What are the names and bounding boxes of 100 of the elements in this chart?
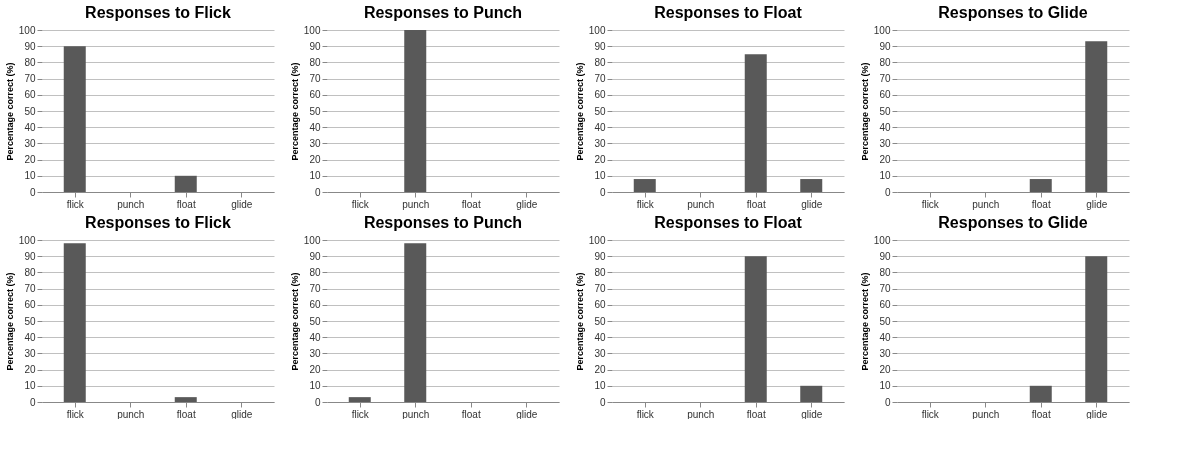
y-tick-label: 40 [309,121,321,133]
y-tick-label: 0 [884,396,891,408]
y-tick-label: 80 [24,266,36,278]
y-tick-label: 100 [873,234,891,246]
y-tick-label: 90 [309,40,321,52]
y-tick-label: 10 [879,380,891,392]
y-tick-label: 10 [879,170,891,182]
y-tick-label: 40 [309,331,321,343]
chart-title: Responses to Flick [85,4,232,21]
y-tick-label: 90 [594,250,606,262]
y-tick-label: 50 [24,315,36,327]
x-tick-label: punch [972,408,1000,420]
y-tick-label: 70 [24,283,36,295]
chart-title: Responses to Float [654,4,803,21]
x-tick-label: glide [801,408,823,420]
x-tick-label: float [1031,198,1051,210]
y-tick-label: 100 [873,24,891,36]
x-tick-label: flick [921,198,940,210]
y-tick-label: 100 [303,24,321,36]
y-tick-label: 0 [29,396,36,408]
y-tick-label: 50 [24,105,36,117]
y-tick-label: 60 [309,89,321,101]
x-tick-label: flick [351,198,370,210]
y-tick-label: 30 [24,347,36,359]
y-tick-label: 50 [879,315,891,327]
y-tick-label: 50 [309,315,321,327]
x-tick-label: punch [402,198,430,210]
chart-title: Responses to Flick [85,214,232,231]
x-tick-label: float [461,408,481,420]
x-tick-label: glide [516,198,538,210]
y-tick-label: 0 [599,396,606,408]
x-tick-label: float [176,198,196,210]
x-tick-label: glide [231,408,253,420]
y-tick-label: 20 [24,364,36,376]
y-tick-label: 60 [594,299,606,311]
chart-title: Responses to Glide [938,214,1088,231]
y-tick-label: 70 [879,73,891,85]
y-tick-label: 60 [24,299,36,311]
y-tick-label: 10 [309,170,321,182]
y-tick-label: 100 [18,24,36,36]
y-tick-label: 20 [594,154,606,166]
y-tick-label: 30 [594,137,606,149]
y-tick-label: 50 [594,105,606,117]
y-tick-label: 70 [879,283,891,295]
x-tick-label: flick [66,408,85,420]
x-tick-label: float [746,198,766,210]
y-axis-title: Percentage correct (%) [289,62,300,161]
y-tick-label: 40 [24,331,36,343]
x-tick-label: punch [687,408,715,420]
x-tick-label: glide [1086,198,1108,210]
y-tick-label: 100 [588,234,606,246]
y-tick-label: 100 [18,234,36,246]
chart-title: Responses to Punch [363,214,523,231]
y-tick-label: 10 [24,380,36,392]
y-tick-label: 20 [309,154,321,166]
y-tick-label: 80 [594,266,606,278]
y-tick-label: 80 [24,56,36,68]
x-tick-label: float [176,408,196,420]
y-tick-label: 0 [314,186,321,198]
y-axis-title: Percentage correct (%) [574,62,585,161]
chart-title: Responses to Float [654,214,803,231]
y-tick-label: 80 [309,266,321,278]
y-tick-label: 50 [594,315,606,327]
y-tick-label: 50 [879,105,891,117]
y-tick-label: 0 [29,186,36,198]
x-tick-label: flick [351,408,370,420]
x-tick-label: flick [636,408,655,420]
x-tick-label: float [1031,408,1051,420]
x-tick-label: punch [117,198,145,210]
y-tick-label: 20 [594,364,606,376]
x-tick-label: punch [687,198,715,210]
y-tick-label: 70 [594,283,606,295]
y-tick-label: 40 [594,121,606,133]
y-tick-label: 50 [309,105,321,117]
y-tick-label: 60 [309,299,321,311]
y-tick-label: 80 [879,266,891,278]
y-axis-title: Percentage correct (%) [859,62,870,161]
y-tick-label: 70 [309,73,321,85]
y-tick-label: 70 [24,73,36,85]
y-tick-label: 20 [879,364,891,376]
y-axis-title: Percentage correct (%) [859,272,870,371]
y-tick-label: 0 [599,186,606,198]
y-tick-label: 20 [309,364,321,376]
y-tick-label: 40 [879,121,891,133]
y-tick-label: 20 [879,154,891,166]
y-tick-label: 40 [594,331,606,343]
y-tick-label: 90 [24,40,36,52]
y-tick-label: 100 [303,234,321,246]
x-tick-label: float [746,408,766,420]
y-tick-label: 10 [594,380,606,392]
y-tick-label: 0 [884,186,891,198]
chart-title: Responses to Glide [938,4,1088,21]
y-tick-label: 30 [879,347,891,359]
x-tick-label: glide [1086,408,1108,420]
x-tick-label: flick [921,408,940,420]
y-tick-label: 40 [879,331,891,343]
y-tick-label: 90 [309,250,321,262]
y-tick-label: 60 [24,89,36,101]
y-tick-label: 70 [594,73,606,85]
chart-title: Responses to Punch [363,4,523,21]
